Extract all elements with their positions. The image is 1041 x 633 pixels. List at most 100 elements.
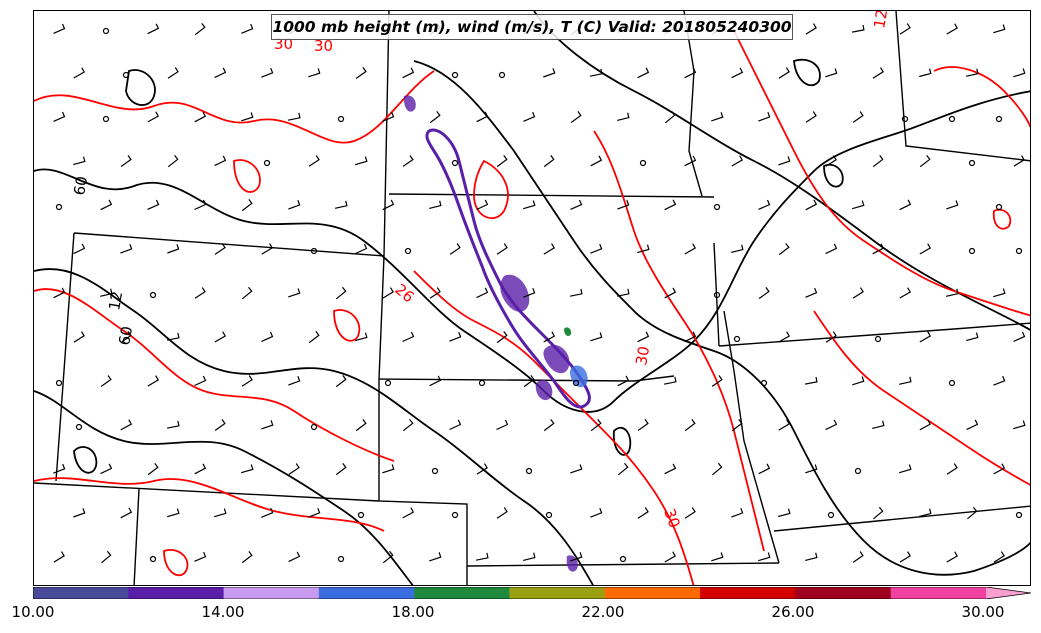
- calm-wind-circle: [149, 555, 157, 563]
- wind-barb: [1013, 420, 1026, 430]
- wind-barb: [993, 463, 1006, 475]
- wind-barb: [872, 155, 884, 168]
- calm-wind-circle: [713, 291, 721, 299]
- shaded-core: [425, 128, 591, 409]
- wind-barb: [53, 463, 66, 474]
- map-panel: 30 26 30 30 12 30 60 12 60: [33, 10, 1031, 586]
- wind-barb: [778, 508, 791, 518]
- wind-barb: [543, 68, 556, 78]
- wind-barb: [825, 243, 838, 255]
- wind-barb: [778, 67, 790, 79]
- calm-wind-circle: [948, 115, 956, 123]
- temperature-contour: [473, 159, 509, 220]
- wind-barb: [993, 24, 1006, 34]
- height-contour: [34, 90, 1030, 413]
- contour-labels: 30 26 30 30 12 30 60 12 60: [70, 11, 891, 530]
- calm-wind-circle: [901, 115, 909, 123]
- wind-barb: [590, 332, 603, 342]
- wind-barb: [429, 200, 442, 209]
- colorbar-segment: [604, 587, 701, 599]
- calm-wind-circle: [733, 335, 741, 343]
- wind-barb: [684, 243, 697, 255]
- calm-wind-circle: [357, 511, 365, 519]
- wind-barb: [214, 67, 227, 79]
- wind-barb: [288, 463, 300, 475]
- wind-barb: [476, 111, 489, 123]
- wind-barb: [617, 199, 630, 210]
- wind-barb: [355, 156, 368, 166]
- wind-barb: [993, 288, 1006, 298]
- calm-wind-circle: [55, 203, 63, 211]
- wind-barb: [570, 464, 583, 474]
- wind-barb: [637, 331, 650, 343]
- wind-barb: [778, 331, 791, 343]
- wind-barb: [778, 156, 791, 166]
- wind-barb: [476, 463, 488, 475]
- boundary-line: [383, 11, 390, 257]
- wind-barb: [543, 331, 556, 343]
- wind-barb: [778, 419, 791, 431]
- height-contour: [125, 69, 156, 106]
- shaded-band: [403, 95, 591, 572]
- wind-barb: [382, 111, 395, 122]
- wind-barb: [731, 419, 743, 432]
- temperature-contour: [34, 477, 385, 532]
- wind-barb: [476, 287, 489, 299]
- wind-barb: [194, 375, 207, 387]
- wind-barb: [73, 243, 86, 255]
- wind-barb: [966, 419, 979, 431]
- wind-barb: [637, 244, 650, 254]
- wind-barb: [731, 507, 744, 518]
- wind-barb: [872, 243, 885, 255]
- colorbar-tick-label: 18.00: [391, 603, 435, 621]
- wind-barb: [637, 419, 649, 431]
- shaded-core: [535, 379, 553, 401]
- wind-barb: [778, 243, 790, 256]
- wind-barb: [382, 464, 395, 474]
- colorbar-segment: [318, 587, 415, 599]
- wind-barb: [946, 200, 959, 210]
- contour-label-red: 30: [314, 37, 333, 55]
- wind-barb: [919, 155, 931, 168]
- wind-barb: [805, 464, 818, 474]
- wind-barb: [429, 552, 442, 562]
- wind-barb: [382, 550, 394, 564]
- wind-barb: [919, 331, 932, 343]
- wind-barb: [100, 199, 113, 211]
- calm-wind-circle: [149, 291, 157, 299]
- wind-barb: [805, 111, 817, 123]
- temperature-contour: [34, 70, 435, 144]
- wind-barb: [308, 68, 321, 78]
- height-contour: [34, 390, 414, 585]
- temperature-contour: [34, 288, 395, 462]
- wind-barb: [402, 507, 415, 519]
- wind-barb: [241, 286, 253, 300]
- wind-barb: [496, 155, 508, 168]
- wind-barb: [804, 376, 818, 385]
- temperature-contour: [413, 270, 695, 585]
- wind-barb: [872, 67, 884, 79]
- wind-barb: [852, 111, 864, 123]
- contour-label-red: 30: [660, 506, 683, 530]
- wind-barb: [1013, 155, 1025, 167]
- colorbar-tick-label: 14.00: [201, 603, 245, 621]
- wind-barb: [919, 243, 932, 255]
- calm-wind-circle: [498, 71, 506, 79]
- wind-barb: [523, 552, 536, 561]
- calm-wind-circle: [102, 115, 110, 123]
- shaded-core: [403, 95, 416, 112]
- boundary-line: [773, 505, 1030, 532]
- wind-barb: [73, 331, 85, 343]
- wind-barb: [335, 375, 347, 388]
- calm-wind-circle: [968, 247, 976, 255]
- wind-barb: [355, 67, 367, 79]
- wind-barb: [523, 287, 536, 298]
- wind-barb: [731, 244, 744, 253]
- calm-wind-circle: [337, 115, 345, 123]
- wind-barb: [590, 243, 603, 254]
- boundary-line: [723, 310, 780, 564]
- wind-barb: [382, 287, 394, 299]
- colorbar-tick-label: 30.00: [961, 603, 1005, 621]
- height-contour: [533, 11, 1030, 331]
- contour-label-red: 12: [870, 11, 891, 30]
